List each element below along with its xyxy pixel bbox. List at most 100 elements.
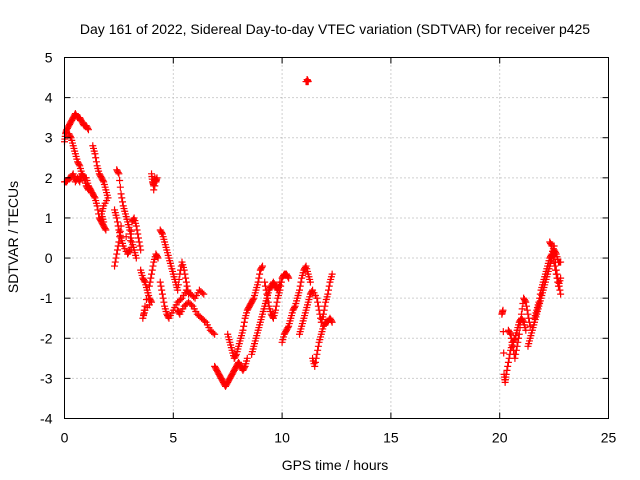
data-point	[146, 278, 154, 286]
data-point	[240, 318, 248, 326]
data-point	[301, 263, 309, 271]
data-series	[504, 294, 534, 362]
data-point	[84, 124, 92, 132]
y-tick-label: -3	[40, 370, 53, 386]
data-point	[259, 262, 267, 270]
data-point	[314, 298, 322, 306]
y-tick-label: -1	[40, 290, 53, 306]
data-point	[134, 230, 142, 238]
data-point	[523, 302, 531, 310]
x-axis-label: GPS time / hours	[282, 457, 389, 473]
data-point	[139, 314, 147, 322]
data-point	[328, 318, 336, 326]
data-point	[277, 282, 285, 290]
data-point	[132, 254, 140, 262]
data-point	[272, 302, 280, 310]
x-tick-label: 25	[601, 430, 617, 446]
x-tick-labels: 0 5 10 15 20 25	[61, 430, 617, 446]
data-point	[272, 306, 280, 314]
y-tick-labels: -4 -3 -2 -1 0 1 2 3 4 5	[40, 50, 53, 427]
data-series	[89, 142, 112, 226]
data-point	[549, 247, 557, 255]
y-tick-label: -2	[40, 330, 53, 346]
data-series	[111, 206, 145, 258]
data-series	[309, 314, 336, 370]
data-point	[209, 329, 217, 337]
data-point	[127, 237, 135, 245]
data-point	[118, 194, 126, 202]
data-point	[79, 172, 87, 180]
data-point	[134, 234, 142, 242]
x-tick-label: 0	[61, 430, 69, 446]
data-point	[114, 168, 122, 176]
data-point	[84, 126, 92, 134]
data-point	[325, 282, 333, 290]
data-point	[152, 178, 160, 186]
data-point	[263, 290, 271, 298]
data-point	[113, 214, 121, 222]
data-point	[177, 296, 185, 304]
data-point	[91, 150, 99, 158]
data-point	[232, 352, 240, 360]
data-point	[313, 294, 321, 302]
x-tick-label: 20	[492, 430, 508, 446]
data-point	[306, 278, 314, 286]
data-point	[140, 310, 148, 318]
x-tick-label: 10	[274, 430, 290, 446]
data-point	[101, 225, 109, 233]
data-point	[258, 263, 266, 271]
data-point	[328, 270, 336, 278]
data-point	[211, 330, 219, 338]
data-point	[507, 334, 515, 342]
data-point	[256, 270, 264, 278]
data-point	[133, 226, 141, 234]
data-series	[296, 270, 336, 338]
data-point	[249, 296, 257, 304]
data-point	[92, 158, 100, 166]
data-point	[125, 247, 133, 255]
data-series	[531, 242, 565, 322]
data-point	[517, 317, 525, 325]
data-point	[240, 322, 248, 330]
data-point	[154, 254, 162, 262]
data-point	[551, 262, 559, 270]
data-point	[243, 354, 251, 362]
data-point	[187, 301, 195, 309]
data-point	[75, 160, 83, 168]
data-point	[521, 297, 529, 305]
data-point	[147, 297, 155, 305]
data-points	[61, 76, 565, 390]
data-point	[158, 229, 166, 237]
data-point	[313, 350, 321, 358]
data-point	[142, 296, 150, 304]
data-series	[261, 270, 293, 322]
data-point	[153, 174, 161, 182]
data-point	[122, 233, 130, 241]
data-point	[115, 170, 123, 178]
data-series	[148, 170, 161, 194]
data-point	[141, 302, 149, 310]
data-point	[261, 282, 269, 290]
data-point	[507, 330, 515, 338]
data-point	[100, 218, 108, 226]
data-point	[516, 324, 524, 332]
data-point	[182, 278, 190, 286]
data-series	[546, 238, 565, 290]
data-point	[160, 298, 168, 306]
data-point	[549, 253, 557, 261]
data-point	[320, 306, 328, 314]
data-point	[512, 350, 520, 358]
data-point	[240, 364, 248, 372]
data-point	[132, 222, 140, 230]
data-point	[198, 289, 206, 297]
data-point	[111, 262, 119, 270]
data-point	[117, 190, 125, 198]
data-point	[277, 278, 285, 286]
data-point	[182, 274, 190, 282]
data-series	[61, 110, 92, 146]
data-point	[150, 186, 158, 194]
data-point	[111, 258, 119, 266]
data-point	[151, 182, 159, 190]
data-point	[174, 281, 182, 289]
data-point	[314, 302, 322, 310]
